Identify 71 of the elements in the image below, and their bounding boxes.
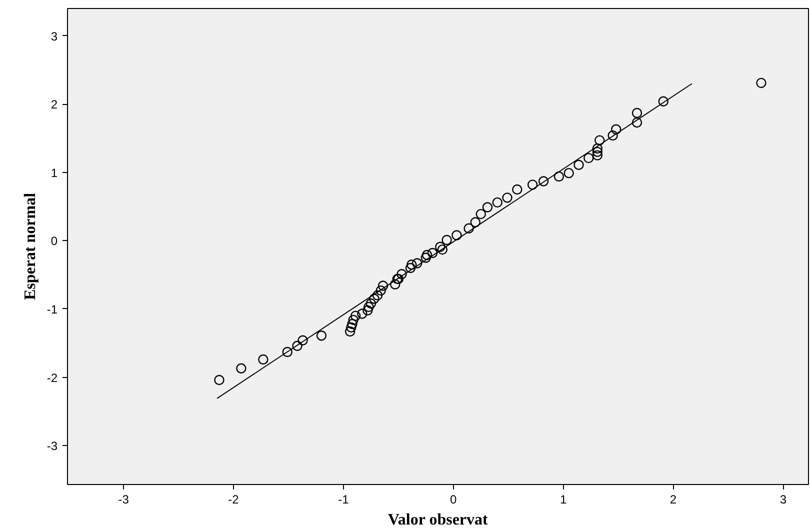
x-tick-label: 1: [560, 492, 567, 506]
point: [442, 234, 452, 246]
point: [437, 244, 448, 255]
point: [420, 252, 432, 263]
point: [538, 176, 549, 186]
point: [592, 146, 603, 158]
point: [298, 335, 308, 346]
point: [366, 298, 376, 309]
point: [427, 248, 438, 258]
point: [592, 150, 603, 160]
point: [608, 130, 618, 141]
point: [376, 285, 386, 296]
point: [292, 340, 302, 351]
point: [405, 262, 416, 274]
point: [464, 223, 474, 234]
point: [357, 308, 368, 319]
point: [412, 258, 422, 268]
point: [470, 217, 480, 228]
point: [316, 330, 327, 341]
point: [512, 184, 522, 195]
y-tick-label: 0: [50, 234, 58, 248]
point: [435, 242, 446, 252]
point: [452, 230, 462, 240]
point: [611, 124, 622, 134]
point: [632, 108, 642, 118]
point: [594, 135, 605, 146]
point: [378, 280, 388, 291]
y-tick-label: 3: [50, 29, 58, 44]
point: [422, 250, 432, 260]
x-tick-label: 3: [780, 492, 787, 506]
point: [258, 354, 268, 365]
x-axis-title: Valor observat: [388, 512, 489, 528]
point: [554, 171, 564, 182]
point: [350, 310, 361, 321]
y-axis-title: Esperat normal: [22, 192, 39, 300]
point: [396, 269, 407, 280]
point: [369, 294, 380, 304]
point: [632, 117, 642, 128]
x-tick-label: 2: [670, 492, 677, 506]
point: [214, 374, 224, 386]
point: [406, 260, 417, 270]
point: [502, 192, 512, 203]
point: [282, 346, 292, 358]
point: [658, 96, 668, 106]
x-tick-label: 0: [450, 492, 458, 506]
point: [344, 326, 356, 337]
point: [584, 152, 594, 164]
point: [482, 202, 493, 212]
point: [592, 143, 603, 154]
point: [346, 322, 356, 333]
x-tick-label: -1: [338, 492, 350, 506]
y-tick-label: -3: [46, 439, 58, 454]
point: [347, 318, 358, 330]
point: [362, 305, 373, 316]
point: [372, 290, 383, 300]
point: [492, 197, 502, 208]
x-tick-label: -2: [228, 492, 240, 506]
point: [390, 279, 400, 290]
point: [756, 78, 766, 88]
point: [527, 180, 538, 190]
y-tick-label: -1: [46, 302, 58, 316]
point: [236, 363, 246, 374]
point: [564, 168, 574, 178]
point: [364, 302, 374, 312]
y-tick-label: -2: [46, 370, 58, 385]
point: [476, 208, 486, 220]
y-tick-label: 2: [50, 98, 58, 112]
point: [574, 160, 584, 170]
point: [348, 314, 358, 326]
x-tick-label: -3: [118, 492, 130, 506]
y-tick-label: 1: [50, 166, 58, 180]
